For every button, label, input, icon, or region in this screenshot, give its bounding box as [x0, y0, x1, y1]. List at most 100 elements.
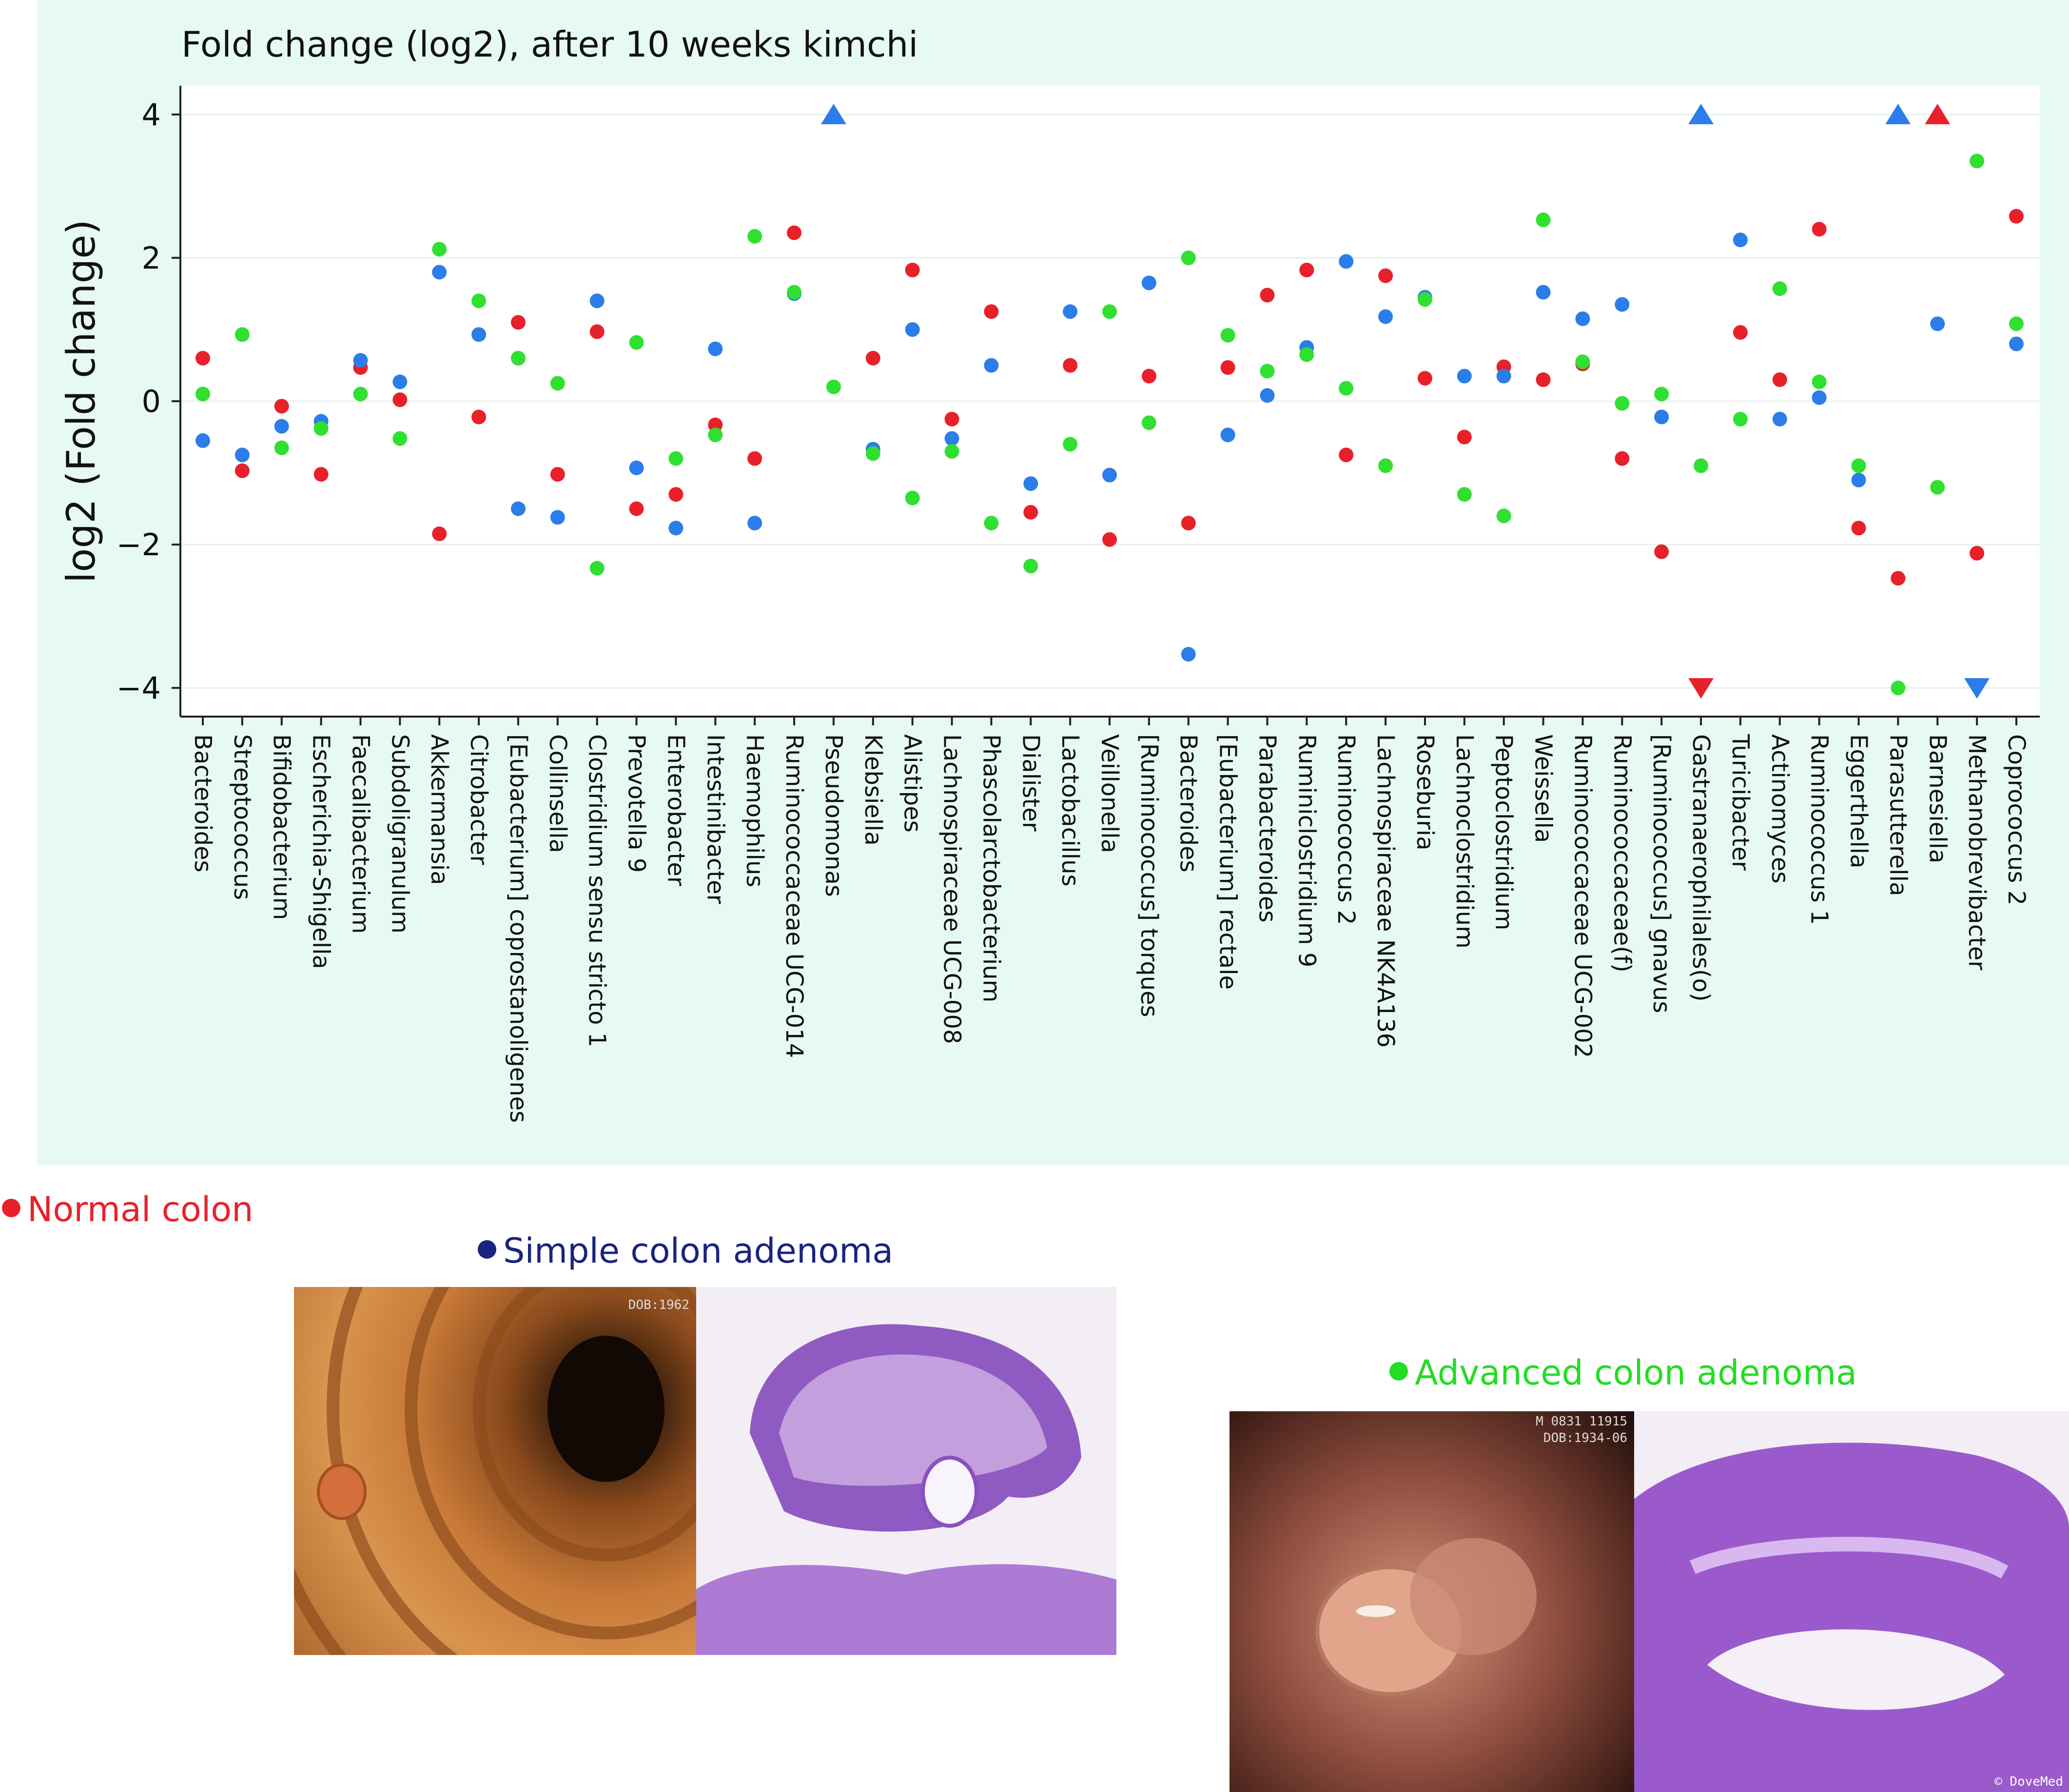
data-point [747, 451, 762, 466]
data-point [1378, 268, 1393, 283]
data-point [392, 431, 408, 446]
x-tick-label: Collinsella [544, 734, 571, 853]
data-point [1970, 545, 1985, 561]
data-point [510, 351, 526, 366]
x-tick-label: Escherichia-Shigella [308, 734, 335, 969]
x-tick-label: Ruminococcaceae UCG-014 [781, 734, 808, 1058]
data-point [668, 487, 683, 502]
y-tick-label: 2 [142, 240, 161, 276]
x-tick-label: Dialister [1017, 734, 1044, 832]
data-point [471, 327, 487, 342]
data-point [747, 229, 762, 244]
x-tick-label: Faecalibacterium [347, 734, 374, 934]
data-point [1891, 681, 1906, 696]
data-point [234, 448, 250, 463]
advanced-endoscopy-overlay-1: M 0831 11915 [1536, 1414, 1627, 1429]
x-tick-label: Ruminiclostridium 9 [1293, 734, 1320, 967]
data-point [432, 265, 447, 280]
data-point [1457, 429, 1472, 445]
data-point [1812, 222, 1827, 237]
data-point [2009, 209, 2024, 224]
data-point [1851, 458, 1866, 473]
x-tick-label: Intestinibacter [702, 734, 729, 904]
x-tick-label: Eggerthella [1845, 734, 1873, 868]
data-point [195, 433, 210, 448]
data-point [1023, 505, 1038, 520]
data-point [944, 431, 959, 446]
data-point [313, 467, 329, 482]
x-tick-label: Lachnospiraceae UCG-008 [938, 734, 966, 1044]
data-point [826, 379, 841, 394]
data-point [1536, 372, 1551, 387]
data-point [1260, 288, 1275, 303]
data-point [471, 409, 487, 425]
x-tick-label: Barnesiella [1924, 734, 1951, 863]
x-tick-label: Peptoclostridium [1490, 734, 1518, 930]
data-point [629, 501, 644, 516]
data-point [944, 444, 959, 459]
legend-simple-label: Simple colon adenoma [503, 1231, 894, 1271]
data-point [1181, 515, 1196, 530]
data-point [589, 561, 605, 576]
data-point [1378, 309, 1393, 324]
data-point [1970, 154, 1985, 169]
data-point [1220, 428, 1235, 443]
data-point [1496, 369, 1511, 384]
data-point [984, 358, 999, 373]
data-point [550, 510, 565, 525]
x-tick-label: Lachnospiraceae NK4A136 [1372, 734, 1399, 1048]
data-point [1417, 370, 1432, 386]
data-point [392, 392, 408, 408]
data-point [944, 411, 959, 427]
data-point [432, 242, 447, 257]
data-point-clipped-up [1688, 103, 1714, 124]
data-point [1733, 411, 1748, 427]
x-tick-label: Coprococcus 2 [2003, 734, 2030, 905]
legend-simple-adenoma: Simple colon adenoma [478, 1231, 893, 1271]
data-point [550, 376, 565, 391]
simple-adenoma-endoscopy-image: DOB:1962 [294, 1287, 696, 1655]
data-point [1930, 316, 1945, 331]
data-point [2009, 316, 2024, 331]
data-point [1063, 437, 1078, 452]
data-point [1575, 354, 1590, 370]
x-tick-label: Gastranaerophilales(o) [1687, 734, 1715, 1002]
data-point [1536, 212, 1551, 227]
data-point-clipped-up [1885, 103, 1911, 124]
data-point [1023, 476, 1038, 491]
data-point [2009, 336, 2024, 351]
data-point [629, 460, 644, 475]
legend-advanced-adenoma: Advanced colon adenoma [1389, 1353, 1857, 1393]
data-point [1181, 647, 1196, 662]
data-point [392, 374, 408, 390]
data-point [1378, 458, 1393, 473]
x-tick-label: Methanobrevibacter [1963, 734, 1991, 970]
data-point [668, 521, 683, 536]
data-point [668, 451, 683, 466]
data-point [313, 421, 329, 436]
data-point [1654, 409, 1669, 425]
data-point [1457, 487, 1472, 502]
data-point [1457, 369, 1472, 384]
x-tick-label: [Ruminococcus] torques [1135, 734, 1163, 1017]
data-point [984, 515, 999, 530]
y-tick-label: −2 [117, 527, 161, 563]
data-point [1299, 347, 1314, 362]
data-point [1339, 254, 1354, 269]
data-point [274, 399, 289, 414]
x-tick-label: Bacteroides [1175, 734, 1202, 872]
data-point-clipped-up [820, 103, 846, 124]
data-point [1339, 448, 1354, 463]
data-point [1536, 285, 1551, 300]
x-tick-label: Ruminococcaceae(f) [1608, 734, 1636, 973]
histology-watermark: © DoveMed [1994, 1774, 2063, 1789]
x-tick-label: Lactobacillus [1056, 734, 1084, 886]
data-point [1812, 390, 1827, 405]
data-point [274, 419, 289, 434]
data-point [1772, 411, 1787, 427]
x-tick-label: Parabacteroides [1253, 734, 1281, 922]
data-point [1615, 297, 1630, 312]
data-point [550, 467, 565, 482]
x-tick-label: Veillonella [1096, 734, 1123, 853]
y-tick-label: 4 [142, 97, 161, 133]
